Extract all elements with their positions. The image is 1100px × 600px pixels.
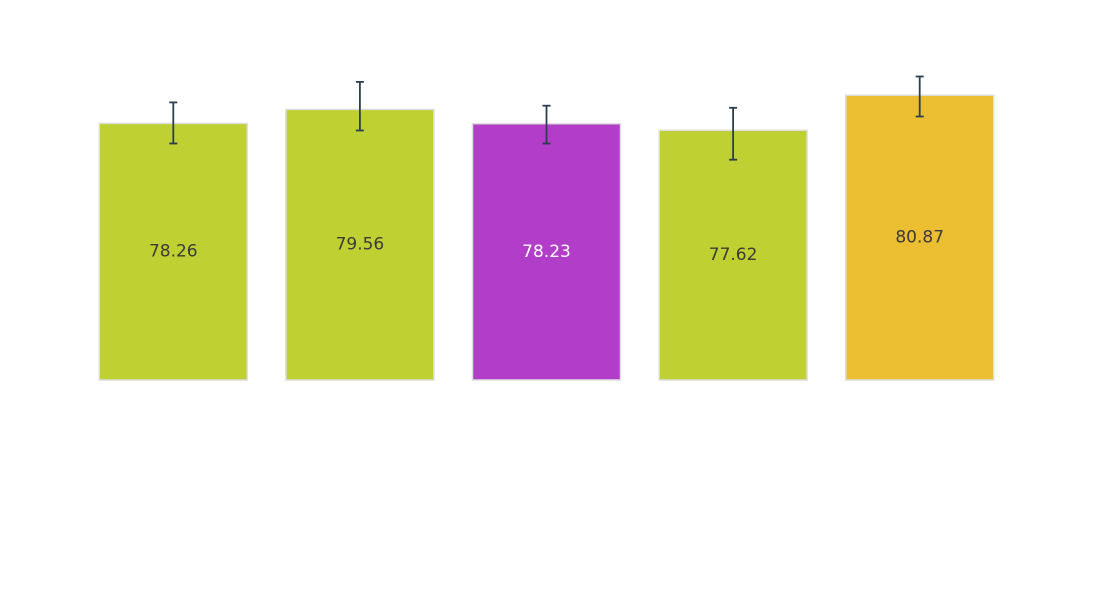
error-bar-1 (169, 101, 178, 145)
bar-value-label-3: 78.23 (522, 242, 571, 262)
bar-value-label-4: 77.62 (709, 245, 758, 265)
bar-value-label-5: 80.87 (895, 228, 944, 248)
bar-5 (844, 94, 995, 381)
error-bar-2 (355, 81, 364, 132)
bar-value-label-2: 79.56 (336, 235, 385, 255)
error-bar-3 (542, 104, 551, 145)
error-bars-group (169, 75, 924, 161)
error-bar-4 (729, 106, 738, 161)
bar-2 (285, 108, 435, 381)
bar-4 (658, 129, 808, 381)
bar-value-label-1: 78.26 (149, 242, 198, 262)
error-bar-5 (915, 75, 924, 118)
value-labels-group: 78.26 79.56 78.23 77.62 80.87 (149, 228, 944, 266)
bar-1 (98, 122, 249, 381)
